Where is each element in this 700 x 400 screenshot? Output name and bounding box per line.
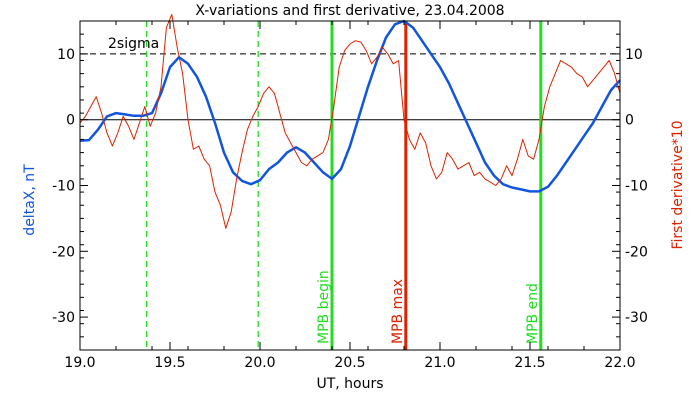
marker-label-2: MPB max bbox=[390, 279, 406, 344]
deltax-series-line bbox=[79, 19, 621, 193]
x-tick-label: 20.5 bbox=[334, 355, 365, 371]
x-tick-label: 21.0 bbox=[424, 355, 455, 371]
markers: MPB begin MPB max MPB end bbox=[316, 21, 543, 350]
chart-title: X-variations and first derivative, 23.04… bbox=[195, 3, 504, 19]
derivative-series-line bbox=[79, 13, 621, 229]
y-tick-label-left: -10 bbox=[52, 179, 75, 195]
y-axis-label-left: deltaX, nT bbox=[22, 164, 38, 236]
x-tick-label: 19.5 bbox=[154, 355, 185, 371]
y-axis-label-right: First derivative*10 bbox=[670, 120, 686, 249]
y-tick-label-right: -20 bbox=[625, 244, 648, 260]
x-tick-label: 19.0 bbox=[64, 355, 95, 371]
y-tick-label-left: -30 bbox=[52, 310, 75, 326]
y-tick-label-right: -30 bbox=[625, 310, 648, 326]
y-tick-label-right: -10 bbox=[625, 179, 648, 195]
y-tick-label-right: 10 bbox=[625, 47, 643, 63]
y-tick-label-left: 10 bbox=[57, 47, 75, 63]
marker-label-3: MPB end bbox=[525, 283, 541, 344]
x-axis-label: UT, hours bbox=[316, 376, 383, 392]
y-tick-label-left: -20 bbox=[52, 244, 75, 260]
ticks: 19.0 19.5 20.0 20.5 21.0 21.5 22.0 -30 -30 -20 -20… bbox=[52, 20, 648, 371]
marker-label-1: MPB begin bbox=[316, 270, 332, 344]
sigma-label: 2sigma bbox=[108, 36, 159, 52]
series bbox=[79, 13, 621, 229]
x-tick-label: 22.0 bbox=[604, 355, 635, 371]
y-tick-label-right: 0 bbox=[625, 113, 634, 129]
plot-lines: 2sigma bbox=[80, 21, 620, 350]
x-tick-label: 20.0 bbox=[244, 355, 275, 371]
x-tick-label: 21.5 bbox=[514, 355, 545, 371]
y-tick-label-left: 0 bbox=[66, 113, 75, 129]
